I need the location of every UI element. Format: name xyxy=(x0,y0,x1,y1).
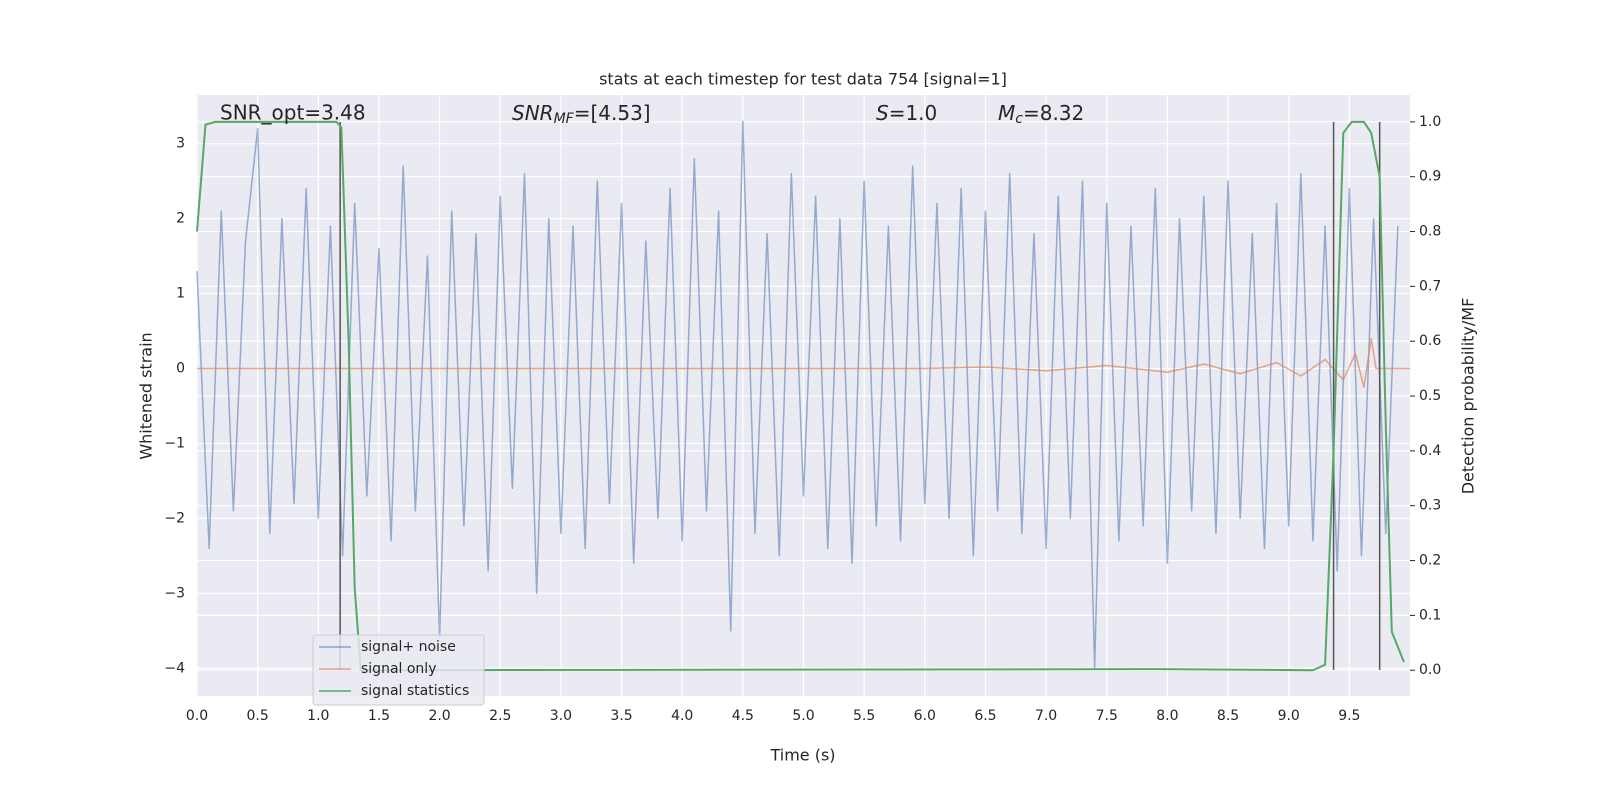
annotation: SNRMF=[4.53] xyxy=(512,101,651,128)
y-axis-label: Whitened strain xyxy=(137,332,156,459)
legend-label: signal only xyxy=(361,661,436,677)
legend-label: signal statistics xyxy=(361,683,469,699)
x-tick-label: 0.0 xyxy=(186,708,208,724)
annotation: S=1.0 xyxy=(876,101,937,125)
legend-box xyxy=(312,634,485,706)
x-tick-label: 9.0 xyxy=(1278,708,1300,724)
annotation-sub: MF xyxy=(554,111,575,127)
annotation-text: =8.32 xyxy=(1023,101,1084,125)
y-tick-label: −3 xyxy=(164,585,185,601)
y-tick-label: −1 xyxy=(164,435,185,451)
x-tick-label: 8.5 xyxy=(1217,708,1239,724)
y2-tick-label: 1.0 xyxy=(1419,114,1441,130)
x-tick-label: 7.5 xyxy=(1096,708,1118,724)
y2-tick-label: 0.0 xyxy=(1419,662,1441,678)
annotation-text: =1.0 xyxy=(889,101,938,125)
x-tick-label: 6.0 xyxy=(914,708,936,724)
ticks: 0.0 0.5 1.0 1.5 2.0 2.5 3.0 3.5 4.0 4.5 5.0 5.5 6.0 6… xyxy=(164,114,1441,724)
y-tick-label: 2 xyxy=(176,211,185,227)
y-tick-label: 1 xyxy=(176,286,185,302)
marks xyxy=(196,120,1410,672)
y2-tick-label: 0.5 xyxy=(1419,388,1441,404)
series-line xyxy=(196,120,1399,670)
y-tick-label: −2 xyxy=(164,510,185,526)
legend-label: signal+ noise xyxy=(361,639,456,655)
y2-tick-label: 0.7 xyxy=(1419,278,1441,294)
y2-tick-label: 0.3 xyxy=(1419,498,1441,514)
y2-tick-label: 0.9 xyxy=(1419,169,1441,185)
x-tick-label: 1.0 xyxy=(307,708,329,724)
x-tick-label: 7.0 xyxy=(1035,708,1057,724)
x-tick-label: 0.5 xyxy=(247,708,269,724)
x-tick-label: 1.5 xyxy=(368,708,390,724)
x-tick-label: 4.5 xyxy=(732,708,754,724)
y2-axis-label: Detection probability/MF xyxy=(1459,298,1478,495)
annotation-text: =[4.53] xyxy=(574,101,651,125)
y2-tick-label: 0.1 xyxy=(1419,607,1441,623)
y2-tick-label: 0.2 xyxy=(1419,553,1441,569)
series-line xyxy=(197,337,1410,389)
x-tick-label: 5.5 xyxy=(853,708,875,724)
y2-tick-label: 0.6 xyxy=(1419,333,1441,349)
x-tick-label: 2.0 xyxy=(428,708,450,724)
chart-title: stats at each timestep for test data 754… xyxy=(599,70,1007,89)
y-tick-label: −4 xyxy=(164,660,185,676)
annotation-symbol: SNR xyxy=(512,101,554,125)
annotation: Mc=8.32 xyxy=(998,101,1084,128)
annotation-sub: c xyxy=(1015,111,1023,127)
legend: signal+ noise signal only signal statistic… xyxy=(312,634,485,706)
x-tick-label: 2.5 xyxy=(489,708,511,724)
x-tick-label: 3.0 xyxy=(550,708,572,724)
x-tick-label: 9.5 xyxy=(1338,708,1360,724)
x-tick-label: 8.0 xyxy=(1156,708,1178,724)
annotations: SNR_opt=3.48 SNRMF=[4.53] S=1.0 Mc=8.32 xyxy=(220,101,1084,128)
y-tick-label: 0 xyxy=(176,361,185,377)
annotation-symbol: M xyxy=(998,101,1015,125)
x-axis-label: Time (s) xyxy=(769,746,835,765)
x-tick-label: 6.5 xyxy=(974,708,996,724)
x-tick-label: 3.5 xyxy=(610,708,632,724)
x-tick-label: 4.0 xyxy=(671,708,693,724)
annotation-symbol: S xyxy=(876,101,889,125)
y-tick-label: 3 xyxy=(176,136,185,152)
series-line xyxy=(196,120,1405,672)
y2-tick-label: 0.4 xyxy=(1419,443,1441,459)
annotation: SNR_opt=3.48 xyxy=(220,101,366,125)
y2-tick-label: 0.8 xyxy=(1419,224,1441,240)
x-tick-label: 5.0 xyxy=(792,708,814,724)
